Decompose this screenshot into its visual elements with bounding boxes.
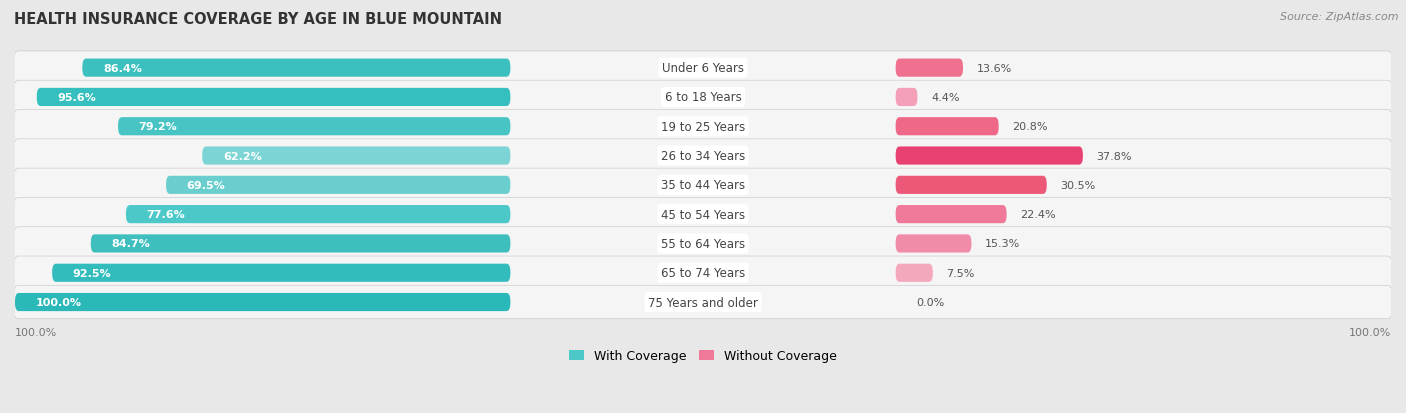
- FancyBboxPatch shape: [127, 206, 510, 224]
- FancyBboxPatch shape: [14, 140, 1392, 173]
- Text: 100.0%: 100.0%: [1348, 327, 1391, 337]
- FancyBboxPatch shape: [896, 118, 998, 136]
- FancyBboxPatch shape: [91, 235, 510, 253]
- Text: 22.4%: 22.4%: [1021, 210, 1056, 220]
- Text: 69.5%: 69.5%: [187, 180, 225, 190]
- FancyBboxPatch shape: [896, 176, 1046, 195]
- Text: 55 to 64 Years: 55 to 64 Years: [661, 237, 745, 250]
- Text: 19 to 25 Years: 19 to 25 Years: [661, 121, 745, 133]
- FancyBboxPatch shape: [83, 59, 510, 78]
- FancyBboxPatch shape: [118, 118, 510, 136]
- Text: 35 to 44 Years: 35 to 44 Years: [661, 179, 745, 192]
- FancyBboxPatch shape: [896, 264, 932, 282]
- Legend: With Coverage, Without Coverage: With Coverage, Without Coverage: [564, 344, 842, 367]
- Text: 77.6%: 77.6%: [146, 210, 186, 220]
- FancyBboxPatch shape: [14, 169, 1392, 202]
- Text: 92.5%: 92.5%: [73, 268, 111, 278]
- Text: 95.6%: 95.6%: [58, 93, 96, 103]
- Text: 100.0%: 100.0%: [15, 327, 58, 337]
- Text: 6 to 18 Years: 6 to 18 Years: [665, 91, 741, 104]
- Text: 30.5%: 30.5%: [1060, 180, 1095, 190]
- FancyBboxPatch shape: [37, 89, 510, 107]
- FancyBboxPatch shape: [896, 59, 963, 78]
- FancyBboxPatch shape: [14, 256, 1392, 290]
- FancyBboxPatch shape: [14, 198, 1392, 231]
- FancyBboxPatch shape: [14, 52, 1392, 85]
- Text: 20.8%: 20.8%: [1012, 122, 1047, 132]
- Text: 62.2%: 62.2%: [224, 151, 262, 161]
- Text: 100.0%: 100.0%: [35, 297, 82, 307]
- FancyBboxPatch shape: [14, 227, 1392, 261]
- FancyBboxPatch shape: [896, 89, 918, 107]
- FancyBboxPatch shape: [166, 176, 510, 195]
- FancyBboxPatch shape: [14, 81, 1392, 114]
- Text: 86.4%: 86.4%: [103, 64, 142, 74]
- FancyBboxPatch shape: [15, 293, 510, 311]
- Text: Source: ZipAtlas.com: Source: ZipAtlas.com: [1281, 12, 1399, 22]
- Text: Under 6 Years: Under 6 Years: [662, 62, 744, 75]
- FancyBboxPatch shape: [14, 286, 1392, 319]
- Text: 84.7%: 84.7%: [111, 239, 150, 249]
- FancyBboxPatch shape: [896, 235, 972, 253]
- Text: 0.0%: 0.0%: [917, 297, 945, 307]
- Text: 75 Years and older: 75 Years and older: [648, 296, 758, 309]
- Text: 7.5%: 7.5%: [946, 268, 974, 278]
- Text: 13.6%: 13.6%: [977, 64, 1012, 74]
- Text: 65 to 74 Years: 65 to 74 Years: [661, 266, 745, 280]
- Text: 26 to 34 Years: 26 to 34 Years: [661, 150, 745, 163]
- Text: 4.4%: 4.4%: [931, 93, 960, 103]
- FancyBboxPatch shape: [896, 147, 1083, 165]
- FancyBboxPatch shape: [896, 206, 1007, 224]
- FancyBboxPatch shape: [52, 264, 510, 282]
- FancyBboxPatch shape: [202, 147, 510, 165]
- Text: 37.8%: 37.8%: [1097, 151, 1132, 161]
- Text: 45 to 54 Years: 45 to 54 Years: [661, 208, 745, 221]
- Text: HEALTH INSURANCE COVERAGE BY AGE IN BLUE MOUNTAIN: HEALTH INSURANCE COVERAGE BY AGE IN BLUE…: [14, 12, 502, 27]
- FancyBboxPatch shape: [14, 110, 1392, 144]
- Text: 15.3%: 15.3%: [986, 239, 1021, 249]
- Text: 79.2%: 79.2%: [139, 122, 177, 132]
